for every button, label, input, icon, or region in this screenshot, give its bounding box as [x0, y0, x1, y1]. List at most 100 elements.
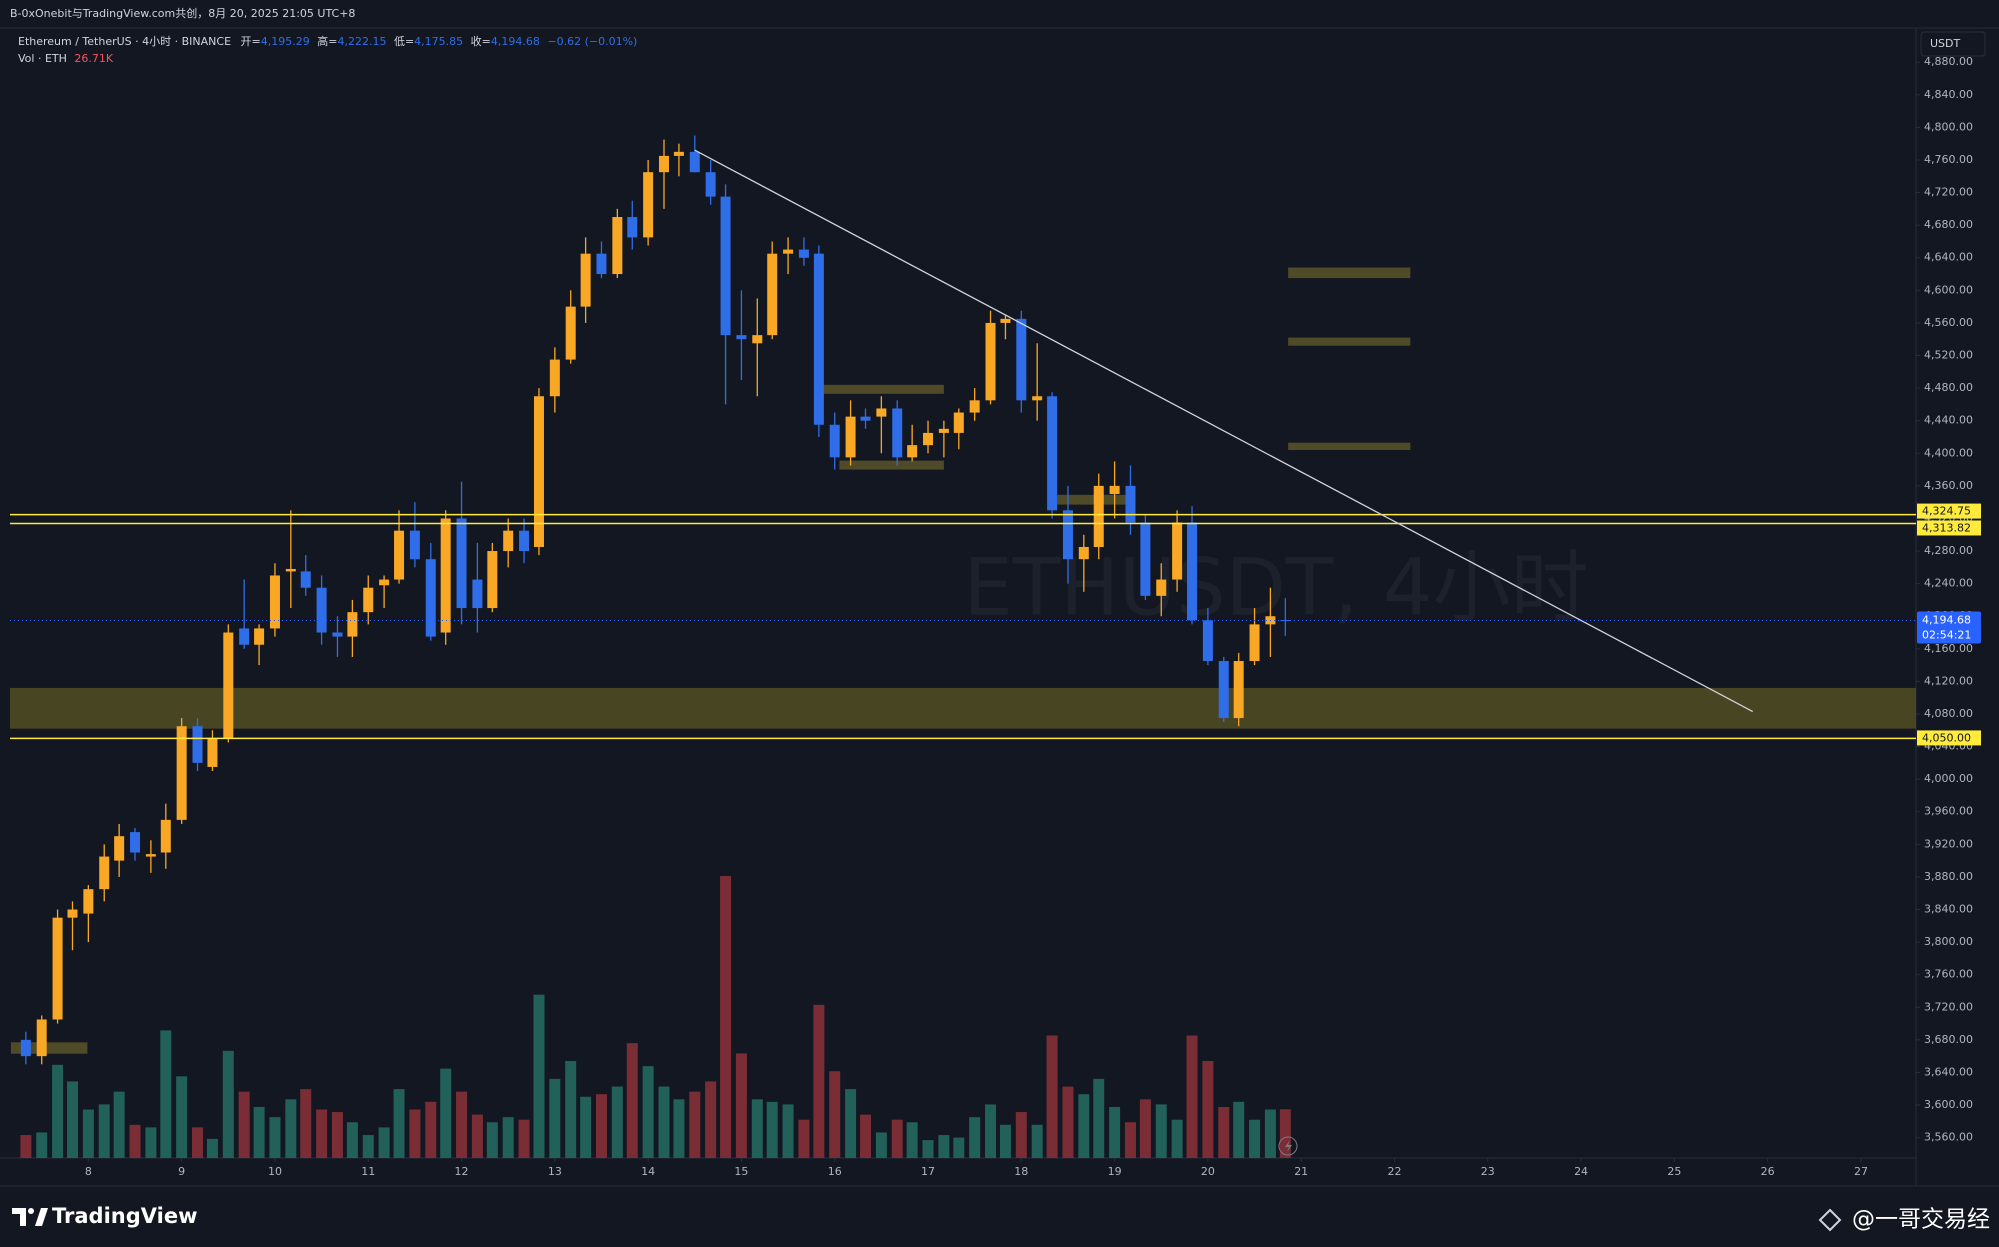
- volume-bar: [471, 1114, 483, 1158]
- zone: [10, 687, 1916, 729]
- y-tick-label: 3,920.00: [1924, 837, 1973, 850]
- volume-bar: [440, 1068, 452, 1158]
- x-tick-label: 13: [548, 1165, 562, 1178]
- candle-body: [985, 322, 996, 401]
- candle-body: [52, 917, 63, 1020]
- candle-body: [519, 530, 530, 552]
- candle-body: [379, 579, 390, 586]
- volume-bar: [565, 1061, 577, 1158]
- legend-h: 4,222.15: [337, 35, 386, 48]
- volume-bar: [206, 1138, 218, 1158]
- price-line-label-box: [1917, 520, 1981, 536]
- legend-c-label: 收=: [471, 34, 491, 48]
- y-tick-label: 4,160.00: [1924, 642, 1973, 655]
- volume-bar: [1264, 1109, 1276, 1158]
- y-tick-label: 4,760.00: [1924, 153, 1973, 166]
- volume-bar: [67, 1081, 79, 1158]
- volume-bar: [813, 1004, 825, 1158]
- x-tick-label: 9: [178, 1165, 185, 1178]
- logo-part: [35, 1208, 48, 1226]
- candle-body: [767, 253, 778, 336]
- price-line-label: 4,313.82: [1922, 521, 1971, 534]
- volume-bar: [52, 1064, 64, 1158]
- volume-bar: [285, 1099, 297, 1158]
- logo-part: [12, 1208, 26, 1226]
- y-tick-label: 4,280.00: [1924, 544, 1973, 557]
- volume-bar: [1093, 1078, 1105, 1158]
- candle-body: [394, 530, 405, 580]
- volume-legend-label: Vol · ETH: [18, 52, 67, 65]
- candle-body: [1093, 485, 1104, 547]
- legend-l: 4,175.85: [414, 35, 463, 48]
- x-tick-label: 27: [1854, 1165, 1868, 1178]
- box: [10, 1042, 88, 1054]
- candle-body: [347, 612, 358, 637]
- legend-c: 4,194.68: [491, 35, 540, 48]
- volume-bar: [1139, 1099, 1151, 1158]
- volume-bar: [238, 1091, 250, 1158]
- volume-bar: [1109, 1106, 1121, 1158]
- volume-bar: [145, 1127, 157, 1158]
- box: [1288, 337, 1411, 346]
- candle-body: [176, 726, 187, 820]
- price-line-label-box: [1917, 503, 1981, 519]
- credit-icon: [1818, 1208, 1842, 1232]
- candle-body: [239, 628, 250, 645]
- candle-body: [658, 155, 669, 173]
- candle-body: [99, 856, 110, 890]
- footer-brand: TradingView: [52, 1204, 197, 1228]
- candle-body: [736, 335, 747, 340]
- candle-body: [673, 151, 684, 156]
- y-tick-label: 4,240.00: [1924, 577, 1973, 590]
- volume-bar: [782, 1104, 794, 1158]
- candle-body: [440, 518, 451, 633]
- candle-body: [409, 530, 420, 560]
- y-tick-label: 3,760.00: [1924, 968, 1973, 981]
- candle-body: [130, 832, 141, 853]
- x-tick-label: 17: [921, 1165, 935, 1178]
- y-tick-label: 4,080.00: [1924, 707, 1973, 720]
- y-tick-label: 4,600.00: [1924, 283, 1973, 296]
- x-tick-label: 12: [455, 1165, 469, 1178]
- y-tick-label: 4,640.00: [1924, 251, 1973, 264]
- candle-body: [892, 408, 903, 458]
- candle-body: [1062, 510, 1073, 560]
- candle-body: [1172, 522, 1183, 580]
- candle-body: [1109, 485, 1120, 495]
- candle-body: [1016, 318, 1027, 401]
- candle-body: [254, 628, 265, 645]
- volume-bar: [1078, 1094, 1090, 1158]
- trendline: [694, 149, 1754, 713]
- volume-bar: [378, 1127, 390, 1158]
- x-tick-label: 15: [734, 1165, 748, 1178]
- y-tick-label: 4,560.00: [1924, 316, 1973, 329]
- candle-body: [752, 335, 763, 344]
- y-tick-label: 3,600.00: [1924, 1098, 1973, 1111]
- x-tick-label: 22: [1387, 1165, 1401, 1178]
- volume-bar: [331, 1112, 343, 1158]
- candle-body: [192, 726, 203, 763]
- candle-body: [1125, 485, 1136, 523]
- volume-bar: [346, 1122, 358, 1158]
- candle-body: [160, 819, 171, 853]
- replay-icon[interactable]: [1278, 1136, 1298, 1156]
- candle-body: [36, 1019, 47, 1057]
- volume-bar: [129, 1124, 141, 1158]
- candle-body: [1140, 522, 1151, 596]
- candle-body: [487, 551, 498, 609]
- candle-body: [813, 253, 824, 425]
- volume-bar: [658, 1086, 670, 1158]
- legend-o: 4,195.29: [261, 35, 310, 48]
- volume-bar: [1186, 1035, 1198, 1158]
- volume-bar: [316, 1109, 328, 1158]
- y-tick-label: 4,840.00: [1924, 88, 1973, 101]
- x-tick-label: 10: [268, 1165, 282, 1178]
- volume-bar: [253, 1106, 265, 1158]
- x-tick-label: 11: [361, 1165, 375, 1178]
- unit-box[interactable]: [1920, 31, 1986, 57]
- volume-bar: [502, 1117, 514, 1158]
- y-tick-label: 4,800.00: [1924, 120, 1973, 133]
- volume-bar: [673, 1099, 685, 1158]
- candle-body: [549, 359, 560, 397]
